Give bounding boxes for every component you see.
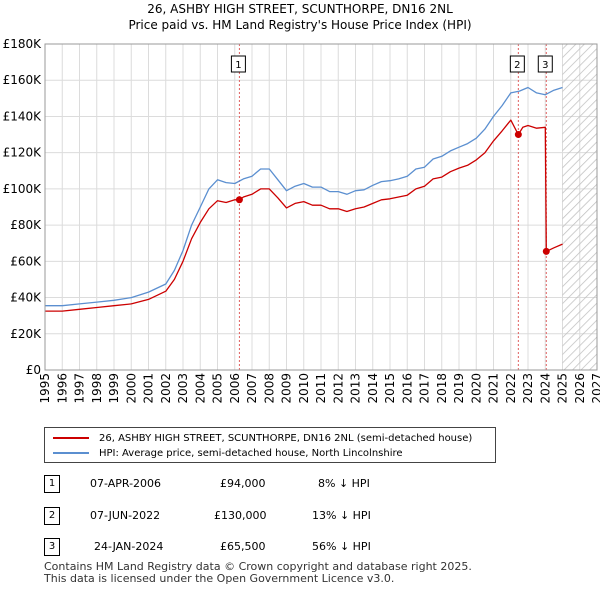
x-tick-label: 2009 — [280, 373, 294, 404]
transaction-hpi: 8% ↓ HPI — [318, 477, 370, 490]
transaction-date: 07-JUN-2022 — [90, 509, 161, 522]
legend-item-hpi: HPI: Average price, semi-detached house,… — [53, 446, 403, 460]
transaction-hpi: 13% ↓ HPI — [312, 509, 371, 522]
transaction-badge: 1 — [44, 475, 60, 493]
transaction-price: £65,500 — [220, 540, 266, 553]
x-tick-label: 2021 — [487, 373, 501, 404]
sale-label: 2 — [514, 60, 520, 71]
x-tick-label: 2024 — [538, 373, 552, 404]
x-tick-label: 2014 — [366, 373, 380, 404]
transaction-hpi: 56% ↓ HPI — [312, 540, 371, 553]
transaction-date: 24-JAN-2024 — [94, 540, 164, 553]
footer-copyright: Contains HM Land Registry data © Crown c… — [44, 560, 472, 573]
y-tick-label: £180K — [3, 37, 43, 51]
legend: 26, ASHBY HIGH STREET, SCUNTHORPE, DN16 … — [44, 427, 496, 463]
y-tick-label: £120K — [3, 146, 43, 160]
x-tick-label: 2013 — [349, 373, 363, 404]
x-tick-label: 1999 — [107, 373, 121, 404]
chart-subtitle: Price paid vs. HM Land Registry's House … — [128, 18, 472, 32]
x-tick-label: 2017 — [418, 373, 432, 404]
y-tick-label: £100K — [3, 182, 43, 196]
chart-title: 26, ASHBY HIGH STREET, SCUNTHORPE, DN16 … — [147, 2, 453, 16]
y-tick-label: £80K — [10, 218, 42, 232]
x-tick-label: 2026 — [573, 373, 587, 404]
x-tick-label: 2018 — [435, 373, 449, 404]
x-tick-label: 2019 — [452, 373, 466, 404]
x-tick-label: 2006 — [228, 373, 242, 404]
plot-frame — [44, 43, 598, 371]
sale-label: 1 — [235, 60, 241, 71]
x-tick-label: 1996 — [55, 373, 69, 404]
y-tick-label: £40K — [10, 291, 42, 305]
sale-point — [542, 247, 550, 255]
x-tick-label: 2016 — [400, 373, 414, 404]
sale-point — [514, 131, 522, 139]
sale-label-box — [509, 55, 525, 73]
transaction-price: £130,000 — [214, 509, 267, 522]
x-tick-label: 2007 — [245, 373, 259, 404]
legend-swatch-hpi — [53, 452, 89, 454]
transaction-price: £94,000 — [220, 477, 266, 490]
transaction-badge: 2 — [44, 507, 60, 525]
x-tick-label: 2008 — [262, 373, 276, 404]
x-tick-label: 2001 — [142, 373, 156, 404]
x-tick-label: 2015 — [383, 373, 397, 404]
y-tick-label: £160K — [3, 73, 43, 87]
future-shaded-region — [562, 44, 597, 370]
sale-label-box — [230, 55, 246, 73]
x-tick-label: 2012 — [331, 373, 345, 404]
transaction-date: 07-APR-2006 — [90, 477, 162, 490]
x-tick-label: 1995 — [38, 373, 52, 404]
sale-label: 3 — [542, 60, 548, 71]
transaction-badge: 3 — [44, 538, 60, 556]
x-tick-label: 2025 — [556, 373, 570, 404]
legend-item-property: 26, ASHBY HIGH STREET, SCUNTHORPE, DN16 … — [53, 431, 472, 445]
hpi-series-line — [45, 86, 563, 307]
x-tick-label: 2004 — [193, 373, 207, 404]
x-tick-label: 1998 — [90, 373, 104, 404]
x-tick-label: 1997 — [73, 373, 87, 404]
x-tick-label: 2002 — [159, 373, 173, 404]
x-tick-label: 2022 — [504, 373, 518, 404]
x-tick-label: 2020 — [469, 373, 483, 404]
legend-swatch-property — [53, 437, 89, 439]
legend-label-hpi: HPI: Average price, semi-detached house,… — [99, 447, 403, 459]
x-tick-label: 2027 — [590, 373, 600, 404]
y-tick-label: £140K — [3, 109, 43, 123]
x-tick-label: 2010 — [297, 373, 311, 404]
sale-point — [235, 196, 243, 204]
y-tick-label: £20K — [10, 327, 42, 341]
sale-label-box — [537, 55, 553, 73]
x-tick-label: 2005 — [211, 373, 225, 404]
footer-licence: This data is licensed under the Open Gov… — [44, 572, 395, 585]
y-tick-label: £60K — [10, 254, 42, 268]
x-tick-label: 2000 — [124, 373, 138, 404]
x-tick-label: 2011 — [314, 373, 328, 404]
x-tick-label: 2023 — [521, 373, 535, 404]
x-tick-label: 2003 — [176, 373, 190, 404]
price-chart: 1 2 3 £0 £20K £40K £60K £80K £100K £120K £140K £160… — [3, 37, 600, 404]
legend-label-property: 26, ASHBY HIGH STREET, SCUNTHORPE, DN16 … — [99, 432, 473, 444]
property-series-line — [45, 119, 563, 312]
y-tick-label: £0 — [26, 363, 41, 377]
